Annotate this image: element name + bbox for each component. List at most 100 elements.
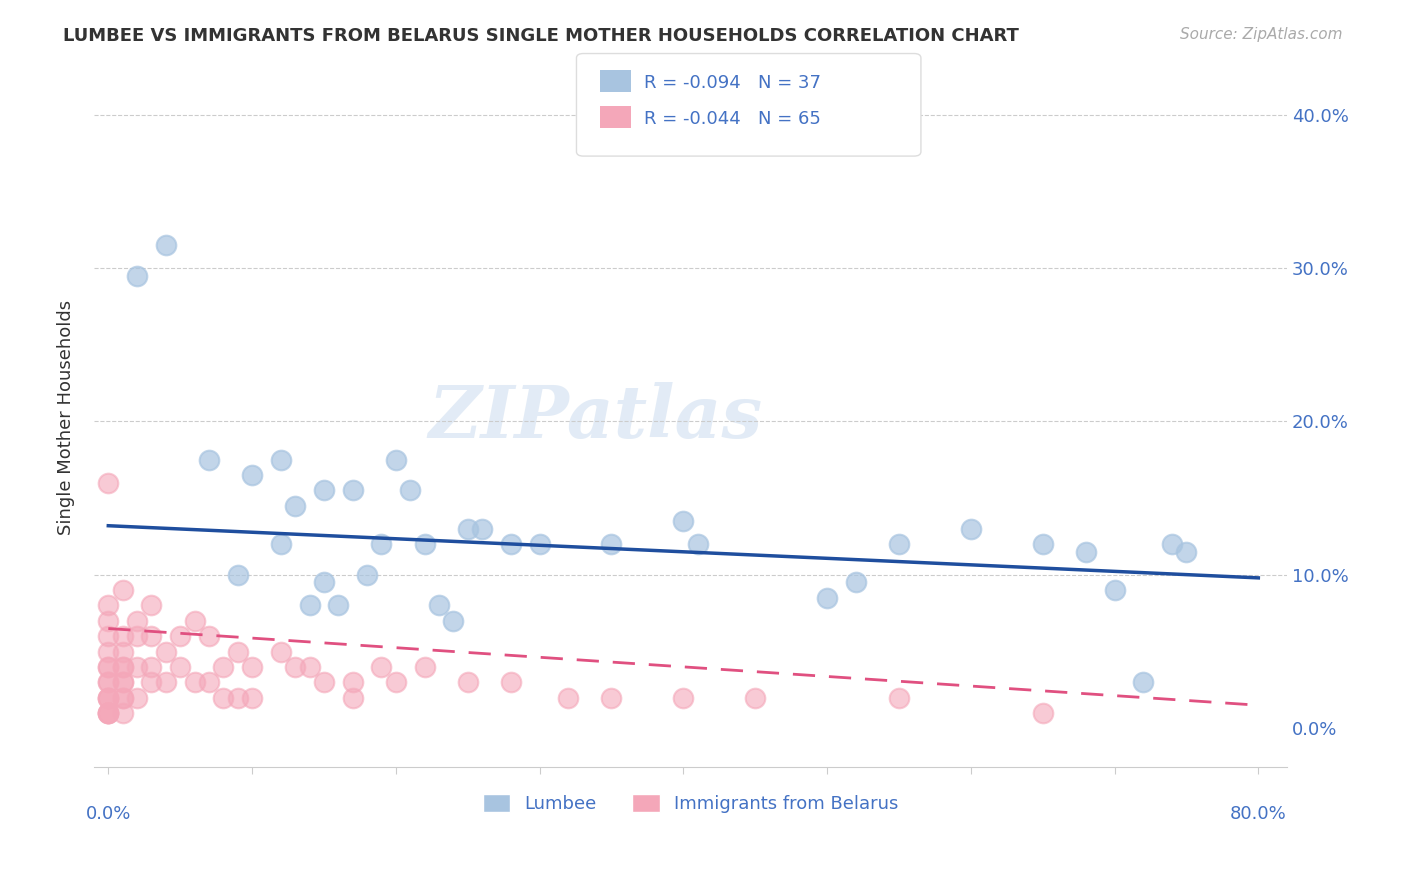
Point — [111, 690, 134, 705]
Text: ZIPatlas: ZIPatlas — [427, 382, 762, 453]
Point — [1175, 545, 1198, 559]
Point — [141, 599, 163, 613]
Point — [125, 660, 148, 674]
Point — [312, 575, 335, 590]
Point — [198, 629, 221, 643]
Point — [328, 599, 350, 613]
Point — [111, 583, 134, 598]
Point — [97, 675, 120, 690]
Point — [399, 483, 422, 498]
Point — [169, 660, 191, 674]
Point — [427, 599, 450, 613]
Point — [111, 690, 134, 705]
Point — [744, 690, 766, 705]
Text: R = -0.094   N = 37: R = -0.094 N = 37 — [644, 74, 821, 92]
Point — [97, 706, 120, 720]
Point — [97, 475, 120, 490]
Point — [111, 675, 134, 690]
Point — [226, 690, 249, 705]
Point — [356, 567, 378, 582]
Point — [125, 614, 148, 628]
Legend: Lumbee, Immigrants from Belarus: Lumbee, Immigrants from Belarus — [475, 787, 905, 821]
Point — [370, 537, 392, 551]
Point — [141, 675, 163, 690]
Point — [240, 660, 263, 674]
Text: 80.0%: 80.0% — [1230, 805, 1286, 823]
Point — [499, 537, 522, 551]
Point — [385, 452, 408, 467]
Point — [270, 537, 292, 551]
Point — [672, 690, 695, 705]
Point — [1161, 537, 1184, 551]
Point — [97, 690, 120, 705]
Point — [125, 268, 148, 283]
Point — [141, 629, 163, 643]
Point — [815, 591, 838, 605]
Point — [342, 675, 364, 690]
Point — [97, 644, 120, 658]
Point — [169, 629, 191, 643]
Point — [212, 690, 235, 705]
Point — [413, 660, 436, 674]
Point — [111, 706, 134, 720]
Point — [1104, 583, 1126, 598]
Point — [600, 690, 623, 705]
Point — [529, 537, 551, 551]
Point — [499, 675, 522, 690]
Point — [672, 514, 695, 528]
Point — [600, 537, 623, 551]
Point — [111, 675, 134, 690]
Point — [413, 537, 436, 551]
Point — [1074, 545, 1097, 559]
Point — [1032, 537, 1054, 551]
Point — [284, 660, 307, 674]
Point — [125, 629, 148, 643]
Y-axis label: Single Mother Households: Single Mother Households — [58, 300, 75, 535]
Point — [97, 690, 120, 705]
Point — [312, 675, 335, 690]
Point — [97, 706, 120, 720]
Point — [198, 452, 221, 467]
Point — [111, 629, 134, 643]
Point — [183, 614, 205, 628]
Point — [97, 660, 120, 674]
Point — [125, 690, 148, 705]
Point — [97, 706, 120, 720]
Point — [557, 690, 579, 705]
Point — [198, 675, 221, 690]
Text: LUMBEE VS IMMIGRANTS FROM BELARUS SINGLE MOTHER HOUSEHOLDS CORRELATION CHART: LUMBEE VS IMMIGRANTS FROM BELARUS SINGLE… — [63, 27, 1019, 45]
Point — [845, 575, 868, 590]
Point — [240, 468, 263, 483]
Point — [887, 537, 910, 551]
Point — [270, 644, 292, 658]
Point — [155, 644, 177, 658]
Point — [342, 483, 364, 498]
Point — [441, 614, 464, 628]
Point — [111, 660, 134, 674]
Point — [1032, 706, 1054, 720]
Text: R = -0.044   N = 65: R = -0.044 N = 65 — [644, 110, 821, 128]
Point — [385, 675, 408, 690]
Point — [1132, 675, 1154, 690]
Point — [155, 675, 177, 690]
Point — [226, 567, 249, 582]
Point — [212, 660, 235, 674]
Point — [298, 599, 321, 613]
Point — [471, 522, 494, 536]
Point — [97, 690, 120, 705]
Point — [111, 644, 134, 658]
Point — [457, 675, 479, 690]
Point — [370, 660, 392, 674]
Point — [240, 690, 263, 705]
Text: 0.0%: 0.0% — [86, 805, 131, 823]
Point — [686, 537, 709, 551]
Point — [97, 706, 120, 720]
Point — [298, 660, 321, 674]
Point — [183, 675, 205, 690]
Point — [887, 690, 910, 705]
Point — [97, 614, 120, 628]
Point — [97, 660, 120, 674]
Point — [284, 499, 307, 513]
Text: Source: ZipAtlas.com: Source: ZipAtlas.com — [1180, 27, 1343, 42]
Point — [457, 522, 479, 536]
